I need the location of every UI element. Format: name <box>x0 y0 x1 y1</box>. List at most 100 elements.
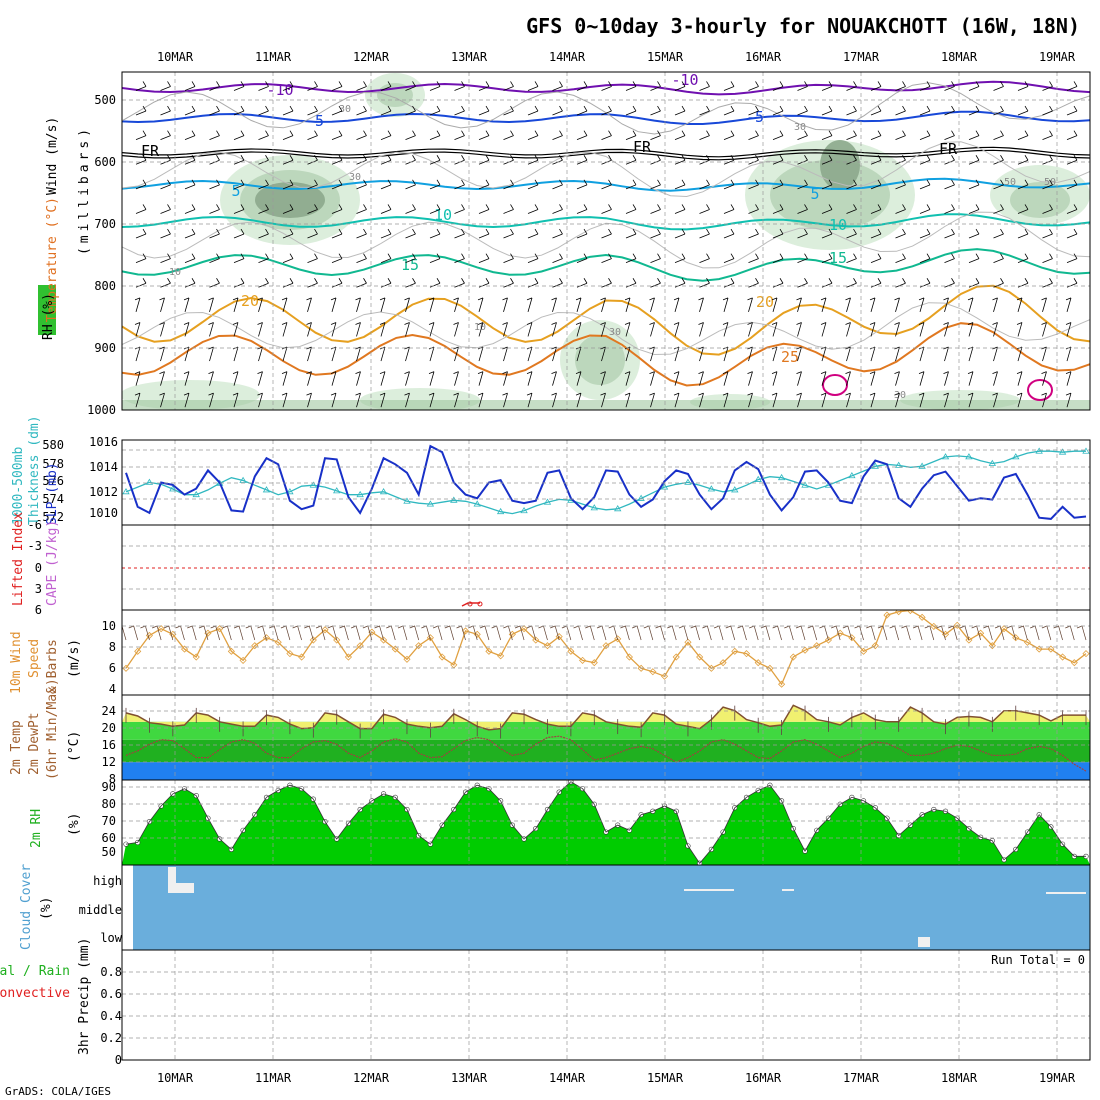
wind-barb-6-3 <box>209 228 220 239</box>
wind-barb-4-8 <box>331 179 343 190</box>
contour-label-14: 20 <box>756 293 774 311</box>
wind-barb-4-25 <box>748 179 759 190</box>
wind-barb-7-15 <box>503 253 514 264</box>
wind-barb-4-28 <box>821 179 833 190</box>
wind10m-barb-6 <box>187 625 197 641</box>
wind-barb-13-1 <box>159 392 165 408</box>
wind10m-barb-76 <box>1006 625 1017 641</box>
cape-ylabel-text: CAPE (J/kg) <box>45 520 60 606</box>
thickness-point-20 <box>356 490 364 498</box>
wind-barb-12-38 <box>1065 371 1072 386</box>
wind-barb-12-22 <box>673 371 680 386</box>
temp2m-tick-2: 16 <box>102 738 116 752</box>
wind10m-barb-81 <box>1065 625 1075 641</box>
wind10m-point-42 <box>614 635 622 643</box>
wind-barb-4-30 <box>870 179 882 190</box>
wind-barb-2-34 <box>968 130 980 141</box>
upper-tick-0: 500 <box>94 93 116 107</box>
wind10m-barb-14 <box>280 625 291 641</box>
contour-rh-1 <box>122 141 1090 198</box>
rh2m-ylabel: 2m RH (%) <box>29 809 82 848</box>
wind10m-barb-48 <box>678 625 689 641</box>
wind-barb-3-22 <box>674 155 686 165</box>
wind-barb-8-2 <box>184 278 196 288</box>
wind-barb-11-0 <box>134 346 141 362</box>
contour-label-0: -10 <box>266 81 293 99</box>
thickness-point-10 <box>239 476 247 483</box>
wind-barb-12-28 <box>820 371 827 386</box>
wind-barb-10-16 <box>526 322 533 337</box>
wind-barb-13-12 <box>428 392 435 408</box>
wind-barb-5-25 <box>748 204 759 214</box>
wind-barb-1-8 <box>331 105 343 116</box>
wind10m-barb-9 <box>222 625 232 641</box>
wind-barb-9-3 <box>208 297 214 312</box>
wind-barb-7-12 <box>429 253 441 264</box>
wind-barb-3-38 <box>1066 155 1078 165</box>
wind-barb-2-5 <box>258 130 269 141</box>
thickness-point-76 <box>1012 453 1020 460</box>
wind-barb-12-12 <box>428 371 435 386</box>
upper-tick-3: 800 <box>94 279 116 293</box>
wind-barb-12-13 <box>453 371 459 386</box>
upper-tick-4: 900 <box>94 341 116 355</box>
wind-barb-9-5 <box>257 297 263 312</box>
wind10m-barb-19 <box>339 625 349 641</box>
wind-barb-2-20 <box>625 130 637 141</box>
wind-barb-2-35 <box>993 130 1004 141</box>
wind-barb-13-23 <box>698 392 704 408</box>
wind-barb-5-7 <box>307 204 318 214</box>
wind-barb-10-30 <box>869 322 876 337</box>
panel-frames <box>121 71 1091 1061</box>
wind-barb-0-12 <box>429 81 441 91</box>
wind10m-barb-54 <box>749 625 759 641</box>
wind-barb-4-12 <box>429 179 441 190</box>
wind-barb-12-19 <box>600 371 606 386</box>
wind-barb-10-20 <box>624 322 631 337</box>
wind-barb-7-23 <box>699 253 710 264</box>
wind-barb-4-29 <box>846 179 857 190</box>
thickness-point-12 <box>262 486 271 493</box>
wind-barb-11-5 <box>257 346 263 362</box>
wind-barb-13-17 <box>551 392 557 408</box>
wind-barb-8-11 <box>405 278 416 288</box>
upper-ylabel-temp: Temperature (°C) <box>45 197 60 322</box>
wind10m-point-6 <box>192 653 200 661</box>
wind10m-point-81 <box>1070 659 1078 667</box>
wind-barb-1-4 <box>233 105 245 116</box>
cloud-patch-2 <box>684 889 734 891</box>
wind-barb-5-20 <box>625 204 637 214</box>
cloud-tick-0: high <box>93 874 122 888</box>
wind10m-point-1 <box>134 647 142 655</box>
wind-barb-1-28 <box>821 105 833 116</box>
date-top-7: 17MAR <box>843 50 880 64</box>
wind-barb-13-35 <box>992 392 998 408</box>
wind-barb-9-12 <box>428 297 435 312</box>
wind-barb-10-12 <box>428 322 435 337</box>
wind-barb-6-26 <box>772 228 784 239</box>
wind-barb-2-6 <box>282 130 294 141</box>
wind-barb-5-19 <box>601 204 612 214</box>
wind-barb-4-19 <box>601 179 612 190</box>
wind-barb-4-38 <box>1066 179 1078 190</box>
wind-barb-5-16 <box>527 204 539 214</box>
temp2m-ylabel-4: (°C) <box>67 731 82 762</box>
wind10m-barb-59 <box>807 625 818 641</box>
thickness-point-36 <box>543 498 552 505</box>
rh-area <box>122 781 1090 865</box>
wind-barb-1-2 <box>184 105 196 116</box>
wind-barb-2-30 <box>870 130 882 141</box>
thickness-point-0 <box>122 488 130 495</box>
wind-barb-12-2 <box>183 371 190 386</box>
wind-barb-1-16 <box>527 105 539 116</box>
wind-barb-5-23 <box>699 204 710 214</box>
wind-barb-5-8 <box>331 204 343 214</box>
thickness-point-32 <box>496 507 505 515</box>
wind-barb-5-0 <box>135 204 147 214</box>
wind10m-barb-43 <box>620 625 630 641</box>
wind-barb-3-26 <box>772 155 784 165</box>
wind10m-point-69 <box>930 622 938 630</box>
wind-barb-1-0 <box>135 105 147 116</box>
wind-barb-8-0 <box>135 278 147 288</box>
wind-barb-12-17 <box>551 371 557 386</box>
